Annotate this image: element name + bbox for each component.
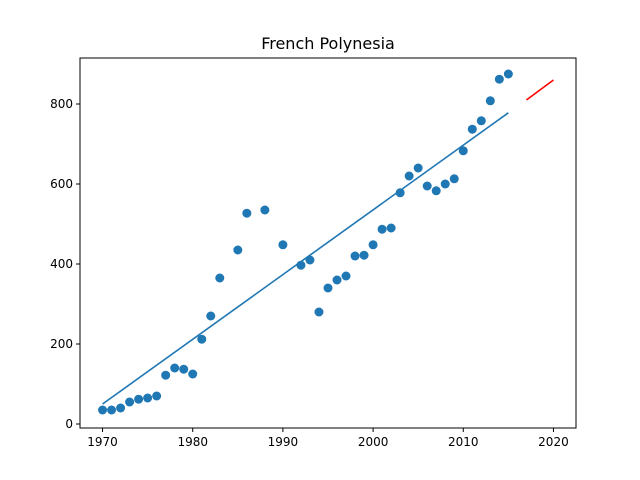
plot-area: [98, 69, 554, 415]
x-tick-label: 2000: [358, 435, 389, 449]
x-tick-label: 2020: [538, 435, 569, 449]
data-point: [215, 273, 225, 283]
data-point: [314, 307, 324, 317]
data-point: [404, 171, 414, 181]
data-point: [332, 275, 342, 285]
data-point: [152, 391, 162, 401]
x-tick-label: 1980: [177, 435, 208, 449]
data-point: [233, 245, 243, 255]
data-point: [485, 96, 495, 106]
x-tick-label: 1970: [87, 435, 118, 449]
data-point: [98, 405, 108, 415]
data-point: [188, 369, 198, 379]
data-point: [134, 394, 144, 404]
data-point: [449, 174, 459, 184]
y-tick-label: 400: [50, 257, 73, 271]
y-tick-label: 0: [65, 417, 73, 431]
data-point: [197, 334, 207, 344]
data-point: [476, 116, 486, 126]
data-point: [323, 283, 333, 293]
data-point: [458, 146, 468, 156]
data-point: [116, 403, 126, 413]
data-point: [503, 69, 513, 79]
data-point: [467, 124, 477, 134]
y-tick-label: 600: [50, 177, 73, 191]
data-point: [179, 364, 189, 374]
data-point: [341, 271, 351, 281]
data-point: [368, 240, 378, 250]
data-point: [413, 163, 423, 173]
data-point: [143, 393, 153, 403]
data-point: [350, 251, 360, 261]
forecast-line: [525, 79, 554, 101]
data-point: [242, 208, 252, 218]
data-point: [494, 74, 504, 84]
data-point: [278, 240, 288, 250]
y-tick-label: 200: [50, 337, 73, 351]
data-point: [260, 205, 270, 215]
axes-frame: [79, 57, 577, 429]
data-point: [161, 370, 171, 380]
data-point: [386, 223, 396, 233]
x-tick-label: 2010: [448, 435, 479, 449]
data-point: [377, 224, 387, 234]
trend-line: [102, 112, 509, 405]
data-point: [431, 186, 441, 196]
data-point: [170, 363, 180, 373]
x-tick-label: 1990: [268, 435, 299, 449]
data-point: [206, 311, 216, 321]
chart-title: French Polynesia: [261, 34, 395, 53]
data-point: [107, 405, 117, 415]
data-point: [422, 181, 432, 191]
y-tick-label: 800: [50, 97, 73, 111]
data-point: [359, 250, 369, 260]
data-point: [440, 179, 450, 189]
data-point: [125, 397, 135, 407]
axes: 1970 1980 1990 2000 2010 2020 0 200 400 600 800: [50, 97, 569, 449]
data-point: [395, 188, 405, 198]
